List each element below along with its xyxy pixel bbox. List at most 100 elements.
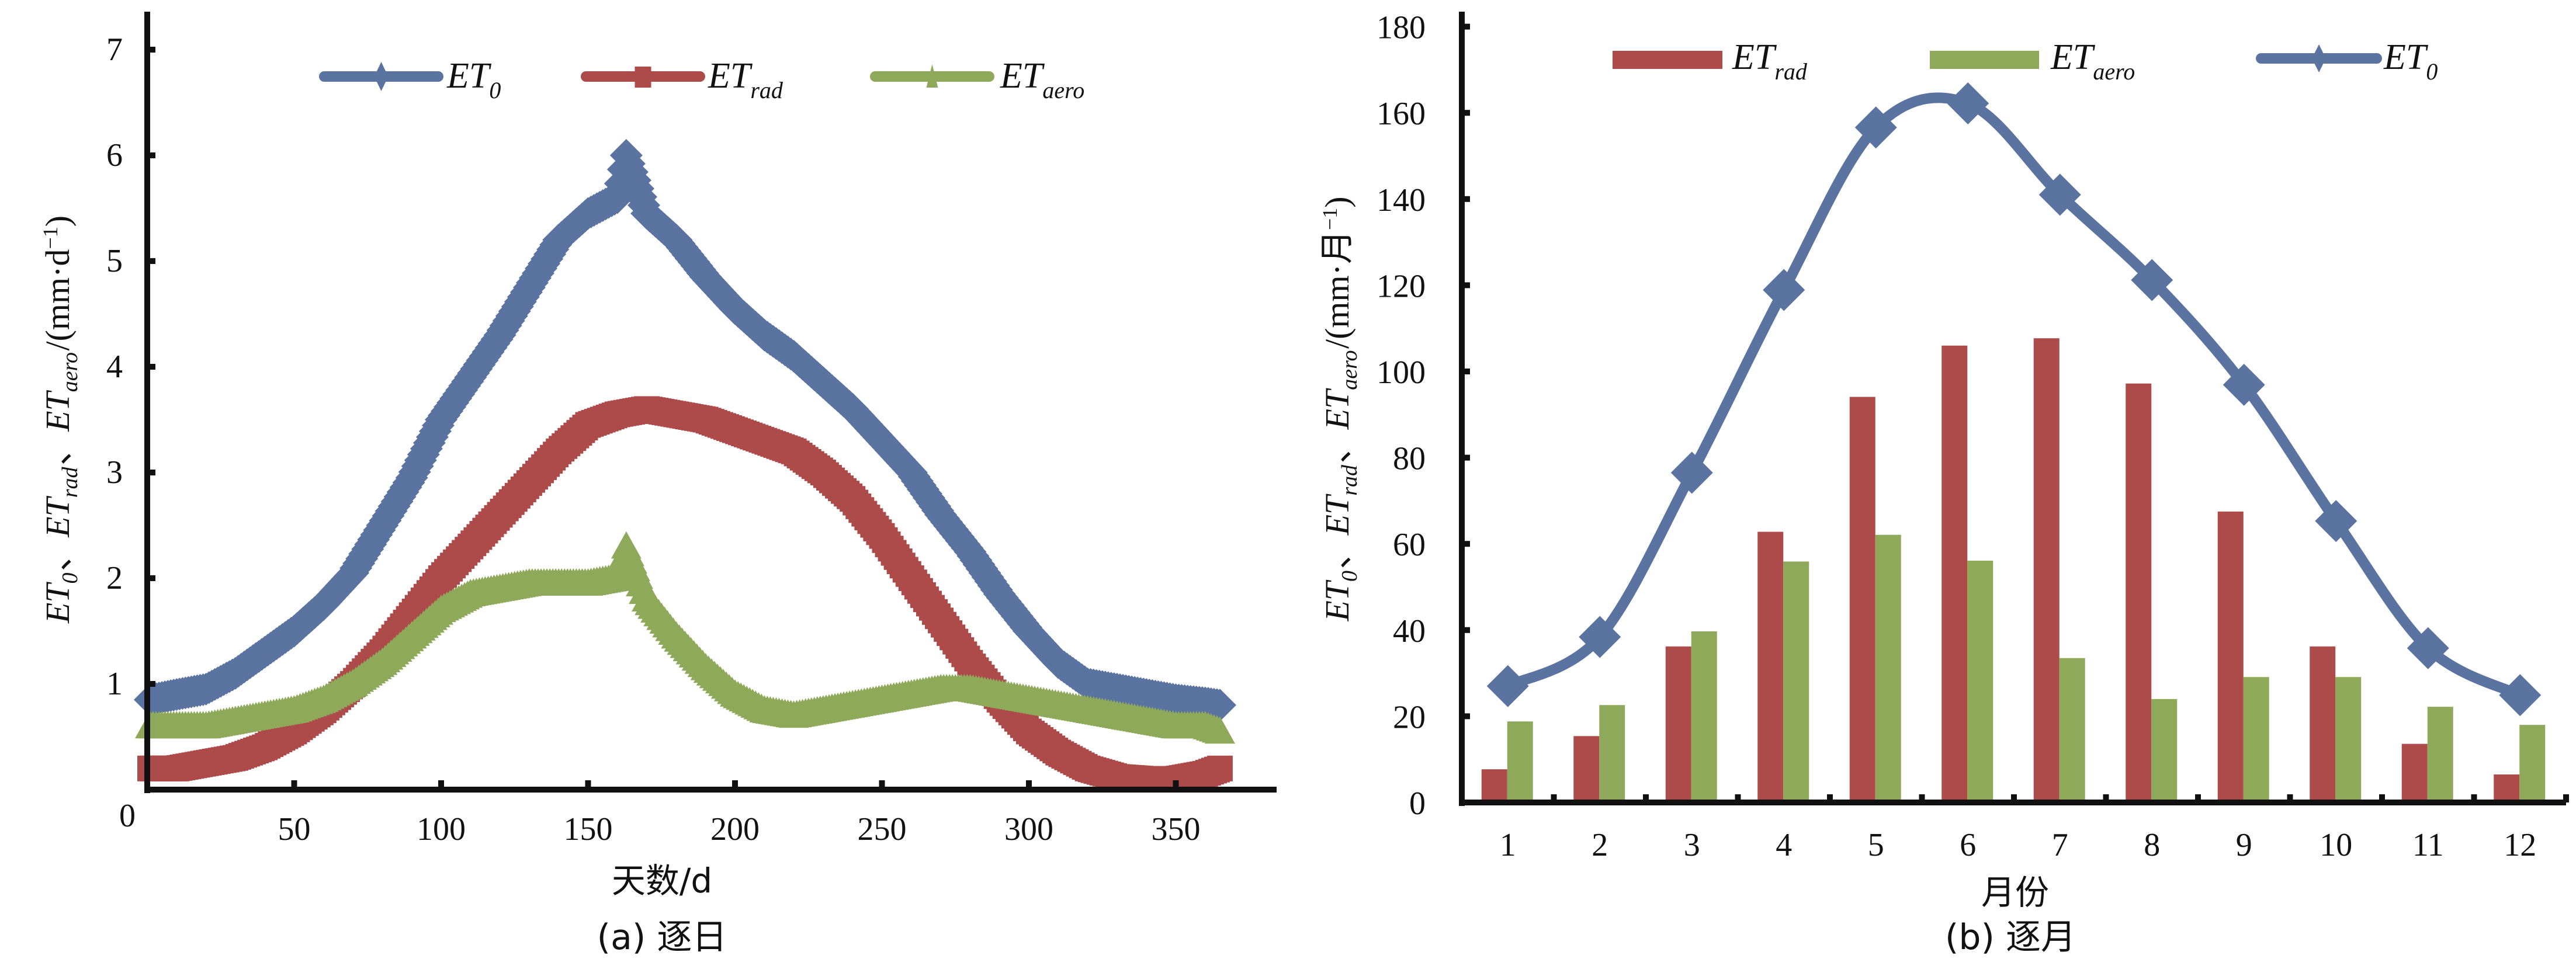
x-tick-label: 250 [858,811,907,847]
x-tick-label: 6 [1960,827,1976,863]
x-tick-label: 2 [1592,827,1608,863]
y-tick-label: 80 [1393,441,1426,477]
etrad-bar [2310,646,2336,802]
legend-subscript: 0 [489,77,501,103]
legend-subscript: 0 [2426,58,2438,85]
etaero-bar [1691,631,1717,802]
monthly-bars-layer [1481,338,2546,802]
ylabel-et: ET [1318,494,1356,536]
legend-label: ET0 [2383,37,2438,85]
etaero-bar [1599,705,1625,802]
y-tick-label: 120 [1377,268,1426,304]
x-tick-label: 9 [2236,827,2252,863]
y-tick-label: 160 [1377,96,1426,132]
etrad-bar [1941,345,1968,802]
etaero-bar [1783,561,1809,802]
ylabel-unit: /(mm·月 [1318,230,1356,349]
triangle-marker-icon [926,64,938,88]
et0-marker [1486,665,1529,707]
legend-label: ETrad [1732,37,1808,85]
etrad-bar [2494,774,2520,802]
etrad-bar [1481,769,1507,802]
etrad-bar [1849,397,1875,802]
etaero-bar [1875,534,1901,802]
ylabel-superscript: −1 [39,227,62,249]
ylabel-subscript: rad [58,466,82,498]
monthly-x-axis-title: 月份 [1981,873,2049,912]
etaero-point [1204,716,1235,744]
x-tick-label: 8 [2144,827,2160,863]
etrad-bar [2126,383,2152,802]
etaero-bar [2243,677,2269,802]
legend-main: ET [2050,37,2096,77]
legend-item-et0: ET0 [2256,37,2438,85]
daily-x-axis-title: 天数/d [612,861,712,901]
daily-axes: 1 2 3 4 5 6 7 0 50 100 150 200 250 300 350 [106,12,1277,847]
et0-marker [2407,627,2449,669]
ylabel-subscript: 0 [1337,571,1362,582]
series-et0 [134,139,1236,722]
x-tick-label: 11 [2412,827,2444,863]
etaero-bar [2335,677,2362,802]
y-tick-label: 6 [106,137,123,173]
et0-marker [1579,616,1621,658]
legend-item-etaero: ETaero [1930,37,2135,85]
square-marker-icon [635,67,651,88]
etaero-bar [1507,721,1533,802]
y-tick-label: 140 [1377,182,1426,218]
legend-main: ET [446,56,492,96]
ylabel-close: ) [1318,196,1356,207]
daily-series-layer [134,139,1236,792]
legend-subscript: aero [2093,58,2135,85]
daily-y-axis-title: ET0 、ETrad 、ETaero /(mm·d−1) [39,216,82,624]
ylabel-et: ET [39,582,77,624]
series-etrad [137,396,1233,792]
et0-marker [2038,173,2081,216]
x-tick-label: 7 [2052,827,2068,863]
y-tick-label: 3 [106,454,123,491]
ylabel-separator: 、 [1318,535,1356,569]
etrad-bar [1757,531,1784,802]
y-tick-label: 180 [1377,10,1426,46]
et0-marker [2499,674,2542,717]
y-tick-label: 1 [106,666,123,702]
ylabel-separator: 、 [39,537,77,571]
y-tick-label: 40 [1393,613,1426,649]
x-tick-label: 200 [710,811,760,847]
y-tick-label: 100 [1377,355,1426,391]
et0-marker [2131,259,2173,301]
et0-marker [1854,106,1897,149]
x-tick-label: 300 [1004,811,1053,847]
y-tick-label: 7 [106,32,123,68]
series-etaero [135,531,1235,744]
x-tick-label: 4 [1776,827,1792,863]
legend-main: ET [1000,56,1045,96]
legend-label: ET0 [446,56,501,103]
etaero-bar [2059,658,2085,802]
x-tick-label: 3 [1684,827,1700,863]
y-tick-label: 20 [1393,699,1426,735]
x-tick-label: 50 [278,811,311,847]
x-tick-label: 12 [2504,827,2536,863]
legend-item-etrad: ETrad [581,56,783,103]
legend-item-etrad: ETrad [1613,37,1808,85]
ylabel-unit: /(mm·d [39,249,77,351]
etaero-bar [2427,707,2453,802]
y-tick-label: 5 [106,243,123,279]
legend-label: ETrad [708,56,783,103]
monthly-subtitle: (b) 逐月 [1945,917,2076,958]
x-tick-label: 5 [1868,827,1884,863]
et0-marker [2223,363,2265,406]
x-tick-label: 10 [2320,827,2352,863]
etrad-bar [2401,743,2428,802]
etrad-bar [1573,736,1600,802]
ylabel-superscript: −1 [1318,208,1341,230]
monthly-legend: ETrad ETaero ET0 [1613,37,2438,85]
y-tick-label: 60 [1393,527,1426,563]
x-tick-label: 150 [564,811,613,847]
et0-line [1502,92,2526,701]
